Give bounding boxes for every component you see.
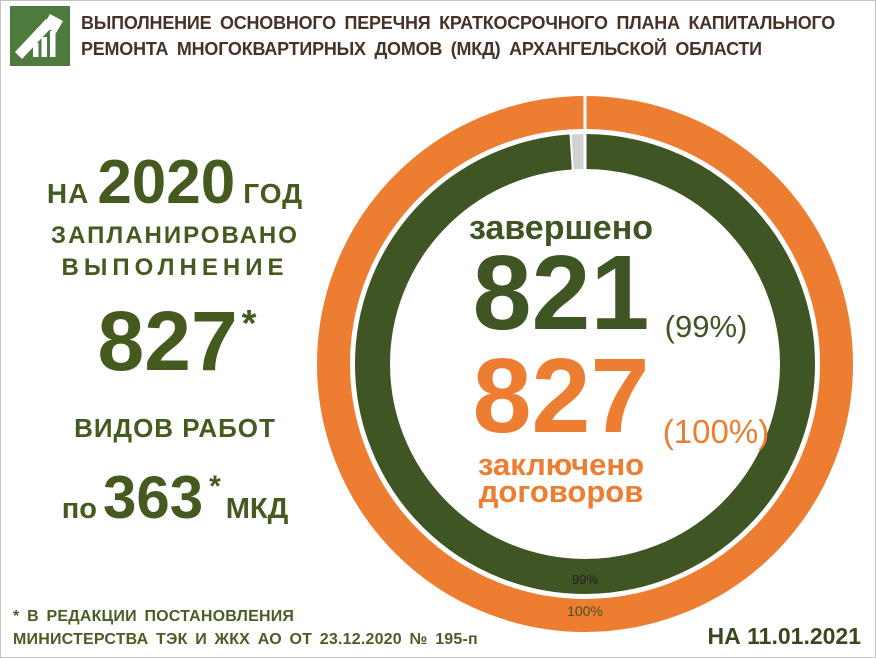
page-title-line2: РЕМОНТА МНОГОКВАРТИРНЫХ ДОМОВ (МКД) АРХА… bbox=[81, 38, 762, 59]
mkd-prefix: по bbox=[61, 493, 97, 525]
as-of-date: НА 11.01.2021 bbox=[707, 623, 861, 649]
contracted-label-line2: договоров bbox=[478, 474, 644, 509]
mkd-line: по 363 * МКД bbox=[19, 463, 331, 532]
year-prefix: НА bbox=[46, 178, 90, 209]
completed-label: завершено bbox=[468, 209, 654, 247]
mkd-count: 363 bbox=[102, 464, 204, 531]
works-count-line: 827 * bbox=[19, 297, 331, 385]
year-suffix: ГОД bbox=[243, 178, 304, 209]
inner-ring-data-label: 99% bbox=[571, 572, 599, 587]
planned-line2: ВЫПОЛНЕНИЕ bbox=[61, 254, 289, 281]
year-line: НА 2020 ГОД bbox=[19, 147, 331, 218]
year-value: 2020 bbox=[97, 148, 236, 217]
fund-logo bbox=[10, 6, 70, 66]
footnote-line1: * В РЕДАКЦИИ ПОСТАНОВЛЕНИЯ bbox=[13, 608, 295, 625]
footnote-line2: МИНИСТЕРСТВА ТЭК И ЖКХ АО ОТ 23.12.2020 … bbox=[13, 631, 478, 648]
outer-ring-data-label: 100% bbox=[567, 603, 603, 619]
completed-value: 821 bbox=[472, 234, 650, 352]
contracted-label-line1: заключено bbox=[477, 447, 645, 482]
footnote: * В РЕДАКЦИИ ПОСТАНОВЛЕНИЯ МИНИСТЕРСТВА … bbox=[13, 605, 478, 651]
remainder-divider bbox=[569, 129, 575, 174]
contracted-label: заключено договоров bbox=[431, 447, 691, 509]
works-label: ВИДОВ РАБОТ bbox=[74, 413, 276, 443]
page-title: ВЫПОЛНЕНИЕ ОСНОВНОГО ПЕРЕЧНЯ КРАТКОСРОЧН… bbox=[81, 10, 849, 62]
page-title-line1: ВЫПОЛНЕНИЕ ОСНОВНОГО ПЕРЕЧНЯ КРАТКОСРОЧН… bbox=[81, 12, 835, 33]
works-count: 827 bbox=[97, 294, 238, 388]
contracted-percent: (100%) bbox=[662, 413, 770, 450]
contracted-value: 827 bbox=[472, 337, 650, 455]
mkd-label: МКД bbox=[225, 493, 289, 525]
completed-percent: (99%) bbox=[664, 309, 748, 344]
planned-line1: ЗАПЛАНИРОВАНО bbox=[51, 222, 299, 249]
growth-chart-icon bbox=[15, 14, 63, 59]
mkd-asterisk: * bbox=[209, 470, 221, 503]
works-asterisk: * bbox=[241, 303, 257, 345]
